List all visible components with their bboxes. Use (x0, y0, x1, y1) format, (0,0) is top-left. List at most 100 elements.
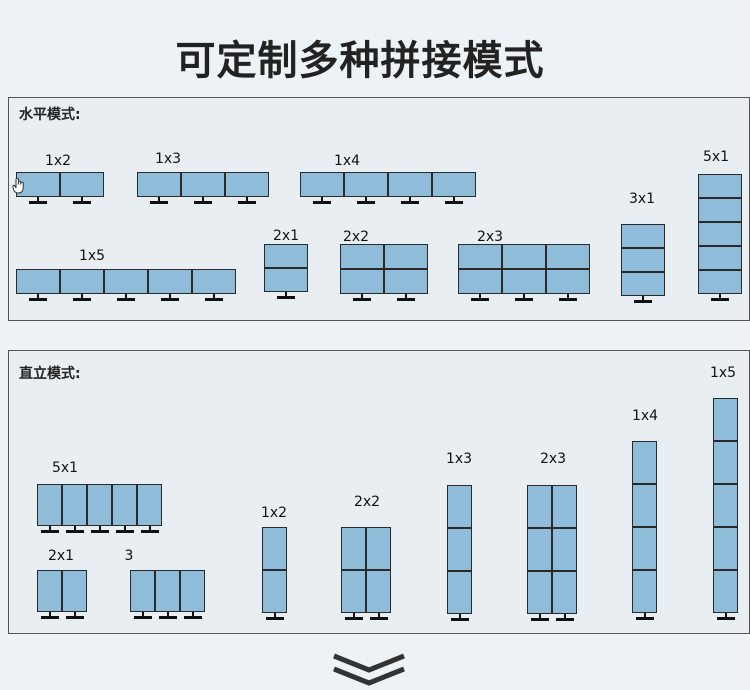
monitor-screen (344, 172, 388, 197)
config-label: 2x2 (353, 494, 381, 510)
config-label: 2x1 (47, 548, 75, 564)
monitor-screen (340, 244, 384, 269)
monitor-screen (447, 528, 472, 571)
monitor-grid (37, 484, 162, 526)
monitor-screen (432, 172, 476, 197)
monitor-screen (37, 570, 62, 612)
monitor-screen (502, 244, 546, 269)
monitor-screen (621, 248, 665, 272)
config-label: 5x1 (702, 149, 730, 165)
monitor-screen (713, 398, 738, 441)
monitor-screen (388, 172, 432, 197)
monitor-screen (104, 269, 148, 294)
monitor-screen (37, 484, 62, 526)
monitor-screen (155, 570, 180, 612)
hand-cursor-icon (12, 177, 26, 199)
monitor-screen (60, 172, 104, 197)
monitor-screen (300, 172, 344, 197)
monitor-grid (632, 441, 657, 613)
monitor-grid (16, 269, 236, 294)
monitor-screen (340, 269, 384, 294)
config-label: 1x3 (154, 151, 182, 167)
monitor-screen (16, 269, 60, 294)
monitor-screen (62, 570, 87, 612)
monitor-screen (366, 570, 391, 613)
monitor-grid (447, 485, 472, 614)
monitor-grid (16, 172, 104, 197)
monitor-grid (300, 172, 476, 197)
config-label: 1x4 (333, 153, 361, 169)
config-label: 3 (124, 548, 134, 564)
monitor-grid (137, 172, 269, 197)
monitor-screen (632, 484, 657, 527)
config-label: 1x2 (260, 505, 288, 521)
config-label: 2x2 (342, 229, 370, 245)
config-label: 1x4 (631, 408, 659, 424)
monitor-screen (16, 172, 60, 197)
monitor-screen (137, 172, 181, 197)
monitor-screen (552, 528, 577, 571)
monitor-screen (632, 441, 657, 484)
monitor-screen (546, 244, 590, 269)
monitor-screen (447, 571, 472, 614)
monitor-grid (262, 527, 287, 613)
monitor-grid (458, 244, 590, 294)
monitor-screen (180, 570, 205, 612)
monitor-screen (264, 268, 308, 292)
config-label: 2x3 (476, 229, 504, 245)
monitor-screen (384, 244, 428, 269)
monitor-screen (621, 224, 665, 248)
monitor-grid (37, 570, 87, 612)
monitor-screen (458, 244, 502, 269)
monitor-screen (713, 570, 738, 613)
monitor-screen (698, 222, 742, 246)
monitor-screen (632, 527, 657, 570)
double-chevron-down-icon[interactable] (330, 652, 408, 690)
config-label: 2x1 (272, 228, 300, 244)
config-label: 1x5 (709, 365, 737, 381)
monitor-grid (341, 527, 391, 613)
monitor-screen (262, 570, 287, 613)
monitor-screen (713, 441, 738, 484)
horizontal-mode-label: 水平模式: (19, 107, 81, 123)
monitor-screen (698, 246, 742, 270)
monitor-screen (632, 570, 657, 613)
monitor-screen (366, 527, 391, 570)
monitor-screen (384, 269, 428, 294)
monitor-screen (148, 269, 192, 294)
monitor-grid (698, 174, 742, 294)
monitor-screen (87, 484, 112, 526)
monitor-screen (225, 172, 269, 197)
monitor-screen (713, 484, 738, 527)
monitor-grid (340, 244, 428, 294)
monitor-screen (341, 527, 366, 570)
config-label: 1x5 (78, 248, 106, 264)
monitor-grid (621, 224, 665, 296)
vertical-mode-label: 直立模式: (19, 366, 81, 382)
config-label: 2x3 (539, 451, 567, 467)
monitor-screen (502, 269, 546, 294)
monitor-grid (527, 485, 577, 614)
monitor-screen (262, 527, 287, 570)
monitor-screen (62, 484, 87, 526)
config-label: 1x3 (445, 451, 473, 467)
monitor-screen (458, 269, 502, 294)
monitor-screen (527, 485, 552, 528)
monitor-screen (713, 527, 738, 570)
monitor-screen (621, 272, 665, 296)
monitor-grid (264, 244, 308, 292)
monitor-screen (264, 244, 308, 268)
config-label: 5x1 (51, 460, 79, 476)
monitor-screen (552, 485, 577, 528)
monitor-grid (130, 570, 205, 612)
monitor-grid (713, 398, 738, 613)
monitor-screen (698, 270, 742, 294)
monitor-screen (527, 571, 552, 614)
monitor-screen (60, 269, 104, 294)
monitor-screen (546, 269, 590, 294)
monitor-screen (341, 570, 366, 613)
monitor-screen (698, 174, 742, 198)
monitor-screen (447, 485, 472, 528)
config-label: 3x1 (628, 191, 656, 207)
monitor-screen (527, 528, 552, 571)
